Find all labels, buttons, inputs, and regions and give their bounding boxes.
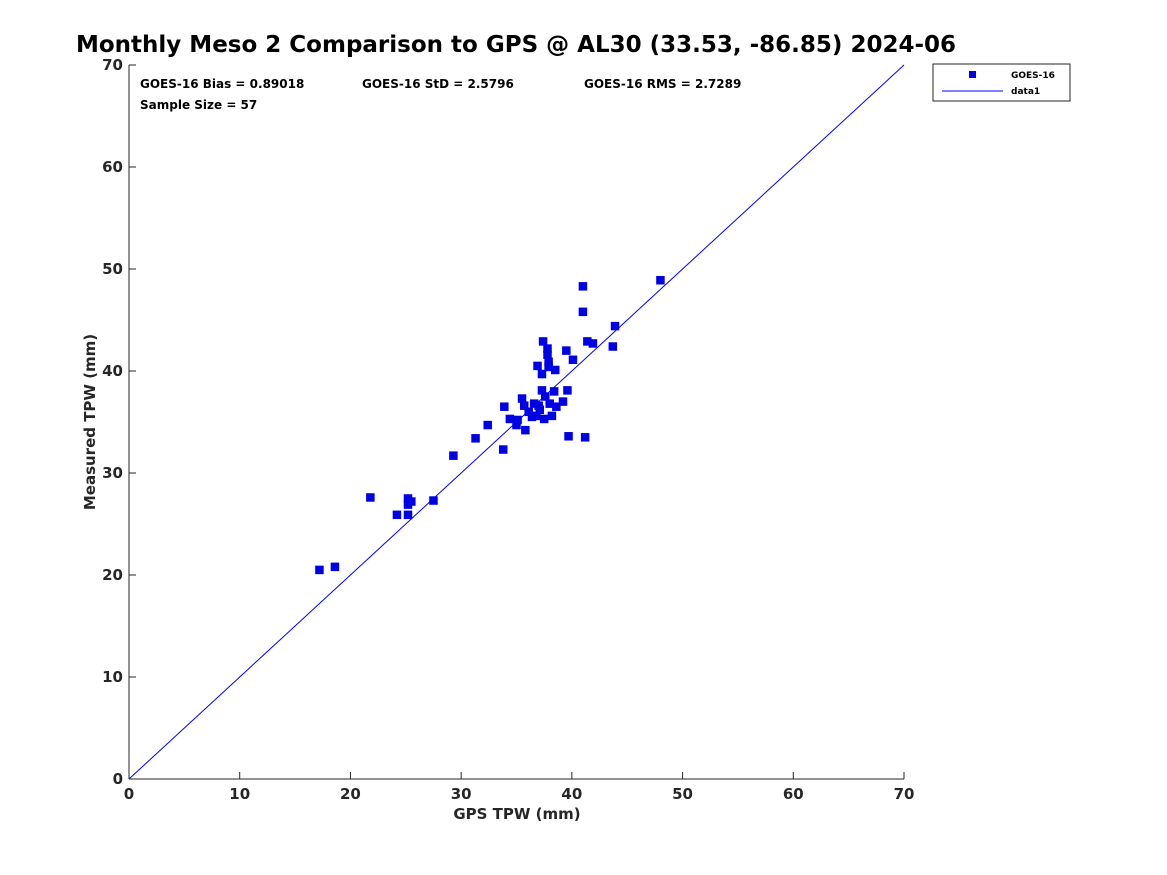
data-point: [471, 434, 480, 443]
x-tick-label: 20: [340, 785, 361, 803]
data-point: [429, 496, 438, 505]
y-tick-label: 50: [102, 260, 123, 278]
legend-box: [932, 63, 1071, 102]
data-point: [532, 411, 541, 421]
data-point: [563, 386, 572, 395]
data-point: [483, 420, 492, 430]
data-point: [564, 432, 573, 441]
data-point: [568, 355, 578, 365]
data-point: [403, 510, 413, 520]
y-tick-label: 70: [102, 56, 123, 74]
data-point: [543, 344, 552, 353]
data-point: [366, 493, 375, 502]
y-tick-label: 40: [102, 362, 123, 380]
legend-marker-goes16: [969, 71, 976, 78]
data-point: [545, 399, 554, 408]
data-point: [562, 346, 571, 355]
data-point: [520, 401, 529, 410]
y-axis-label: Measured TPW (mm): [81, 334, 99, 510]
data-point: [330, 562, 340, 572]
std-stat: GOES-16 StD = 2.5796: [362, 77, 514, 91]
data-point: [533, 361, 542, 371]
data-point: [527, 412, 537, 422]
data-point: [535, 405, 544, 415]
data-point: [537, 369, 547, 379]
data-point: [539, 414, 549, 424]
data-point: [524, 407, 533, 417]
x-tick-label: 0: [124, 785, 134, 803]
data-point: [552, 402, 561, 411]
data-point: [538, 337, 548, 346]
data-point: [544, 362, 553, 372]
data-point: [315, 565, 324, 575]
data-point: [449, 451, 458, 460]
sample-size-stat: Sample Size = 57: [140, 98, 257, 112]
rms-stat: GOES-16 RMS = 2.7289: [584, 77, 741, 91]
x-tick-label: 60: [783, 785, 804, 803]
data-point: [513, 415, 522, 425]
x-tick-label: 10: [229, 785, 250, 803]
data-point: [544, 357, 553, 367]
bias-stat: GOES-16 Bias = 0.89018: [140, 77, 304, 91]
data-point: [547, 411, 557, 421]
data-point: [407, 497, 416, 506]
legend: GOES-16 data1: [932, 63, 1071, 102]
data-point: [517, 394, 527, 403]
data-point: [505, 414, 515, 424]
data-point: [551, 365, 560, 375]
data-point: [588, 339, 598, 348]
data-point: [580, 433, 590, 442]
data-point: [578, 307, 588, 317]
data-point: [498, 445, 508, 454]
legend-label-goes16: GOES-16: [1011, 71, 1055, 81]
axes-layer: 0 10 20 30 40 50 60 70 0 10 20 30 40 50 60 70: [102, 56, 914, 803]
data-point: [537, 386, 547, 395]
data-point: [529, 399, 539, 408]
x-tick-label: 30: [451, 785, 472, 803]
chart-title: Monthly Meso 2 Comparison to GPS @ AL30 …: [76, 32, 956, 58]
x-tick-label: 40: [561, 785, 582, 803]
data-point: [578, 282, 588, 291]
y-tick-label: 30: [102, 464, 123, 482]
data-point: [543, 350, 552, 359]
data-point: [541, 392, 550, 401]
legend-label-data1: data1: [1011, 87, 1040, 97]
y-tick-label: 60: [102, 158, 123, 176]
data-point: [608, 342, 618, 351]
x-tick-label: 50: [672, 785, 693, 803]
y-tick-label: 10: [102, 668, 123, 686]
y-tick-label: 0: [113, 770, 123, 788]
data-point: [392, 510, 402, 520]
data-point: [521, 425, 530, 435]
data-point: [500, 402, 509, 411]
data-point: [549, 387, 559, 396]
x-axis-label: GPS TPW (mm): [453, 805, 580, 823]
y-tick-label: 20: [102, 566, 123, 584]
x-tick-label: 70: [894, 785, 915, 803]
data-point: [656, 275, 665, 285]
data-point: [512, 420, 521, 430]
marks-layer: [128, 64, 905, 780]
data-point: [610, 321, 620, 331]
data-point: [583, 337, 592, 346]
data-point: [558, 397, 568, 406]
